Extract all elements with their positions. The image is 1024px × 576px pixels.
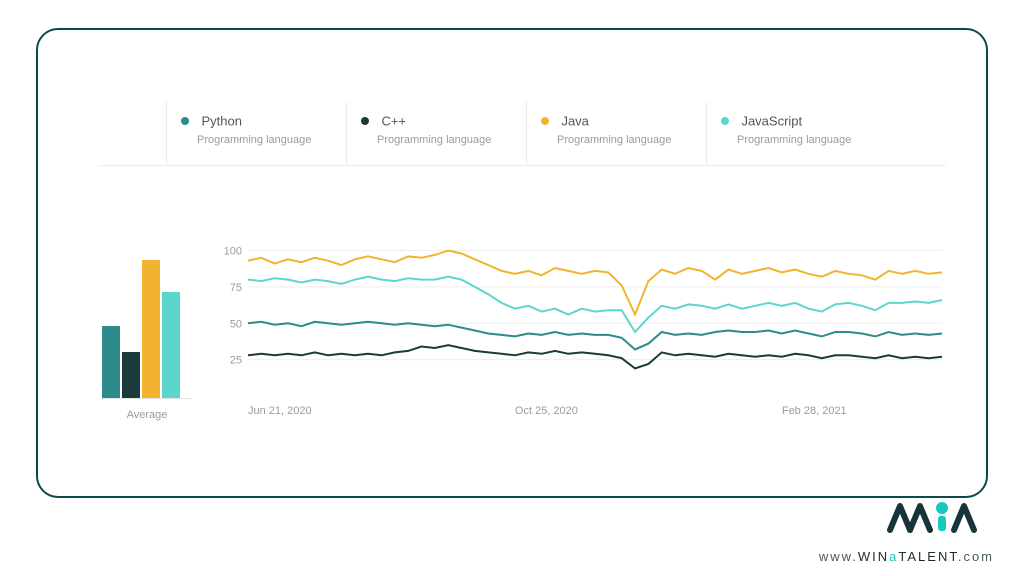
svg-text:Oct 25, 2020: Oct 25, 2020 [515,405,578,417]
footer-brand-a: a [889,549,898,564]
logo-mark [884,496,994,544]
footer-prefix: www. [819,549,858,564]
footer-brand-talent: TALENT [898,549,957,564]
card-frame: Python Programming language C++ Programm… [36,28,988,498]
legend-sublabel: Programming language [737,134,874,146]
footer-suffix: .com [958,549,994,564]
legend-label: JavaScript [741,113,802,128]
series-python [248,322,942,350]
legend-item-javascript[interactable]: JavaScript Programming language [706,102,886,166]
legend-dot-cpp [361,117,369,125]
legend-sublabel: Programming language [197,134,334,146]
average-label: Average [102,409,192,421]
legend-item-python[interactable]: Python Programming language [166,102,346,166]
avg-bar-cpp [122,352,140,398]
legend-dot-javascript [721,117,729,125]
legend-dot-java [541,117,549,125]
legend-label: C++ [381,113,406,128]
series-c++ [248,345,942,368]
avg-bar-python [102,326,120,398]
legend-sublabel: Programming language [377,134,514,146]
svg-text:75: 75 [230,282,242,294]
footer-url: www.WINaTALENT.com [819,549,994,564]
average-bar-chart: Average [102,240,192,425]
svg-text:50: 50 [230,318,242,330]
x-tick-labels: Jun 21, 2020 Oct 25, 2020 Feb 28, 2021 [248,405,847,417]
trend-svg: 25 50 75 100 Jun 21, 2020 Oct 25, 2020 Feb 28… [218,230,948,420]
legend-item-java[interactable]: Java Programming language [526,102,706,166]
svg-text:Feb 28, 2021: Feb 28, 2021 [782,405,847,417]
footer-brand-win: WIN [858,549,889,564]
svg-text:100: 100 [224,246,242,258]
y-tick-labels: 25 50 75 100 [224,246,242,367]
legend-label: Java [561,113,588,128]
legend-row: Python Programming language C++ Programm… [166,102,946,166]
series-group [248,251,942,369]
legend-dot-python [181,117,189,125]
footer-logo: www.WINaTALENT.com [819,496,994,564]
trend-line-chart: 25 50 75 100 Jun 21, 2020 Oct 25, 2020 Feb 28… [218,230,948,420]
legend-label: Python [201,113,241,128]
legend-sublabel: Programming language [557,134,694,146]
average-bars-container [102,239,192,399]
avg-bar-javascript [162,292,180,398]
legend-item-cpp[interactable]: C++ Programming language [346,102,526,166]
legend-baseline-rule [98,165,946,166]
avg-bar-java [142,260,160,398]
svg-text:Jun 21, 2020: Jun 21, 2020 [248,405,312,417]
svg-text:25: 25 [230,355,242,367]
